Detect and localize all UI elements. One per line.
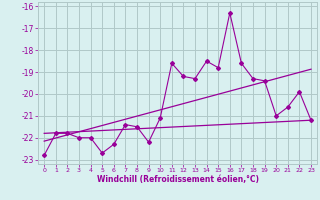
- X-axis label: Windchill (Refroidissement éolien,°C): Windchill (Refroidissement éolien,°C): [97, 175, 259, 184]
